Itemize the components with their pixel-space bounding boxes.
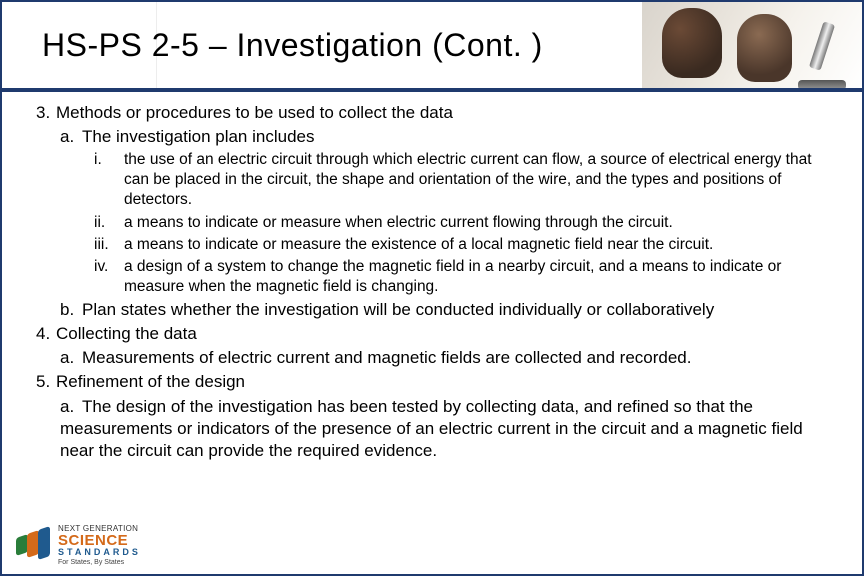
outline-text: Plan states whether the investigation wi…	[82, 300, 714, 319]
slide-title: HS-PS 2-5 – Investigation (Cont. )	[42, 27, 543, 64]
outline-text: The investigation plan includes	[82, 127, 314, 146]
outline-level1: 4.Collecting the data	[30, 323, 834, 345]
outline-level3-group: i.the use of an electric circuit through…	[30, 150, 834, 297]
outline-level3: iv.a design of a system to change the ma…	[94, 257, 834, 297]
outline-level3: ii.a means to indicate or measure when e…	[94, 213, 834, 233]
outline-text: Refinement of the design	[56, 372, 245, 391]
header-photo	[642, 2, 862, 88]
slide-header: HS-PS 2-5 – Investigation (Cont. )	[2, 2, 862, 92]
outline-text: a design of a system to change the magne…	[124, 257, 834, 297]
outline-text: a means to indicate or measure when elec…	[124, 213, 834, 233]
outline-level1: 5.Refinement of the design	[30, 371, 834, 393]
outline-text: the use of an electric circuit through w…	[124, 150, 834, 210]
outline-level2: a.The design of the investigation has be…	[30, 396, 834, 462]
outline-level2: a.The investigation plan includes	[30, 126, 834, 148]
outline-level3: i.the use of an electric circuit through…	[94, 150, 834, 210]
outline-text: Collecting the data	[56, 324, 197, 343]
outline-text: Methods or procedures to be used to coll…	[56, 103, 453, 122]
outline-level1: 3.Methods or procedures to be used to co…	[30, 102, 834, 124]
logo-mark-icon	[16, 528, 52, 564]
outline-level2: a.Measurements of electric current and m…	[30, 347, 834, 369]
outline-text: a means to indicate or measure the exist…	[124, 235, 834, 255]
ngss-logo: NEXT GENERATION SCIENCE STANDARDS For St…	[16, 525, 141, 566]
slide-body: 3.Methods or procedures to be used to co…	[2, 92, 862, 462]
outline-level3: iii.a means to indicate or measure the e…	[94, 235, 834, 255]
outline-text: Measurements of electric current and mag…	[82, 348, 691, 367]
logo-text: NEXT GENERATION SCIENCE STANDARDS For St…	[58, 525, 141, 566]
outline-text: The design of the investigation has been…	[60, 397, 803, 460]
outline-level2: b.Plan states whether the investigation …	[30, 299, 834, 321]
title-area: HS-PS 2-5 – Investigation (Cont. )	[2, 2, 642, 88]
